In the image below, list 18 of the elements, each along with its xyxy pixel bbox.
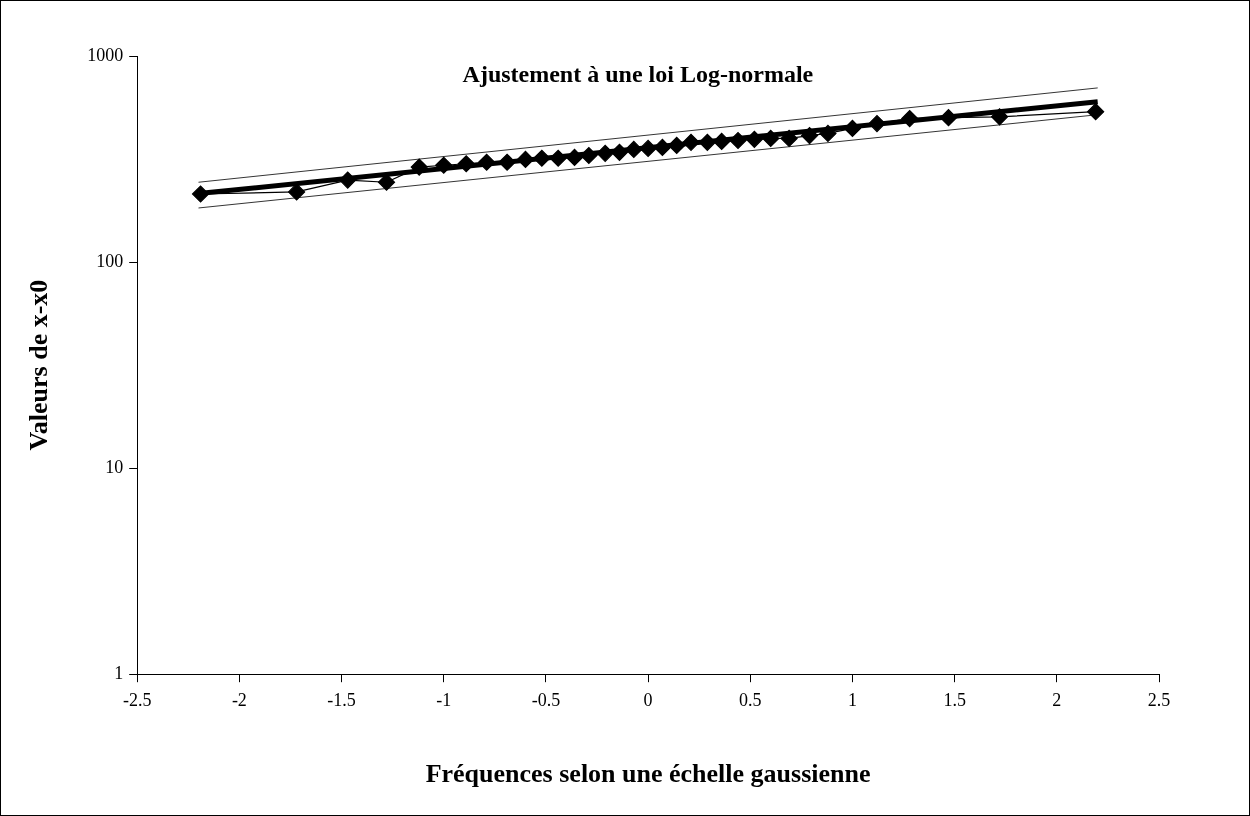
chart-title: Ajustement à une loi Log-normale	[462, 61, 814, 88]
x-tick-label: -1	[436, 689, 452, 710]
y-tick-label: 1000	[87, 44, 124, 65]
y-tick-label: 1	[114, 662, 124, 683]
y-axis-title: Valeurs de x-x0	[24, 279, 54, 451]
x-tick-label: -2.5	[122, 689, 152, 710]
x-tick-label: 0.5	[739, 689, 762, 710]
x-tick-label: -0.5	[531, 689, 561, 710]
x-tick-label: 1	[847, 689, 857, 710]
x-tick-label: 1.5	[943, 689, 966, 710]
y-tick-label: 100	[96, 250, 124, 271]
x-tick-label: -2	[231, 689, 247, 710]
x-axis-title: Fréquences selon une échelle gaussienne	[425, 759, 871, 789]
x-tick-label: 2	[1052, 689, 1062, 710]
x-tick-label: 2.5	[1147, 689, 1171, 710]
x-tick-label: -1.5	[327, 689, 356, 710]
y-tick-label: 10	[105, 456, 124, 477]
x-tick-label: 0	[643, 689, 653, 710]
